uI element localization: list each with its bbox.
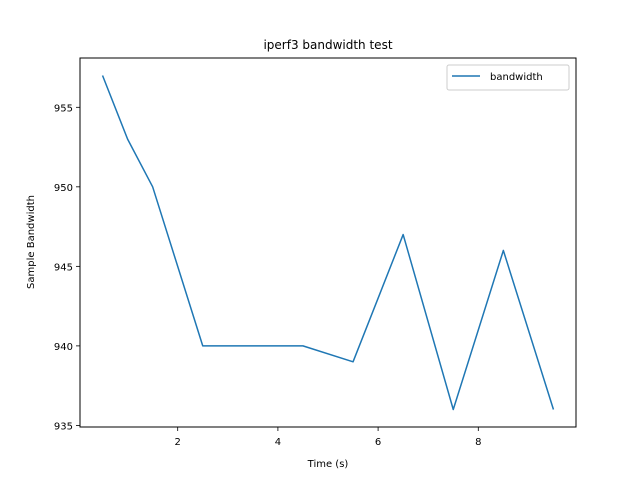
y-tick-label: 950 [54,183,73,194]
y-tick-label: 935 [54,421,73,432]
y-axis-ticks: 935 940 945 950 955 [54,103,80,432]
y-tick-label: 955 [54,103,73,114]
legend: bandwidth [446,64,570,91]
plot-frame [79,57,577,428]
x-tick-label: 4 [275,437,281,448]
y-tick-label: 940 [54,342,73,353]
x-tick-label: 8 [475,437,481,448]
chart-title: iperf3 bandwidth test [263,38,392,52]
legend-box [446,64,570,91]
y-axis-label: Sample Bandwidth [26,195,37,289]
x-axis-ticks: 2 4 6 8 [175,427,481,448]
x-tick-label: 2 [175,437,181,448]
legend-entry-bandwidth: bandwidth [490,72,543,83]
series-layer [101,75,555,411]
y-tick-label: 945 [54,262,73,273]
x-axis-label: Time (s) [307,459,349,470]
x-tick-label: 6 [375,437,381,448]
series-line-bandwidth [101,75,555,411]
